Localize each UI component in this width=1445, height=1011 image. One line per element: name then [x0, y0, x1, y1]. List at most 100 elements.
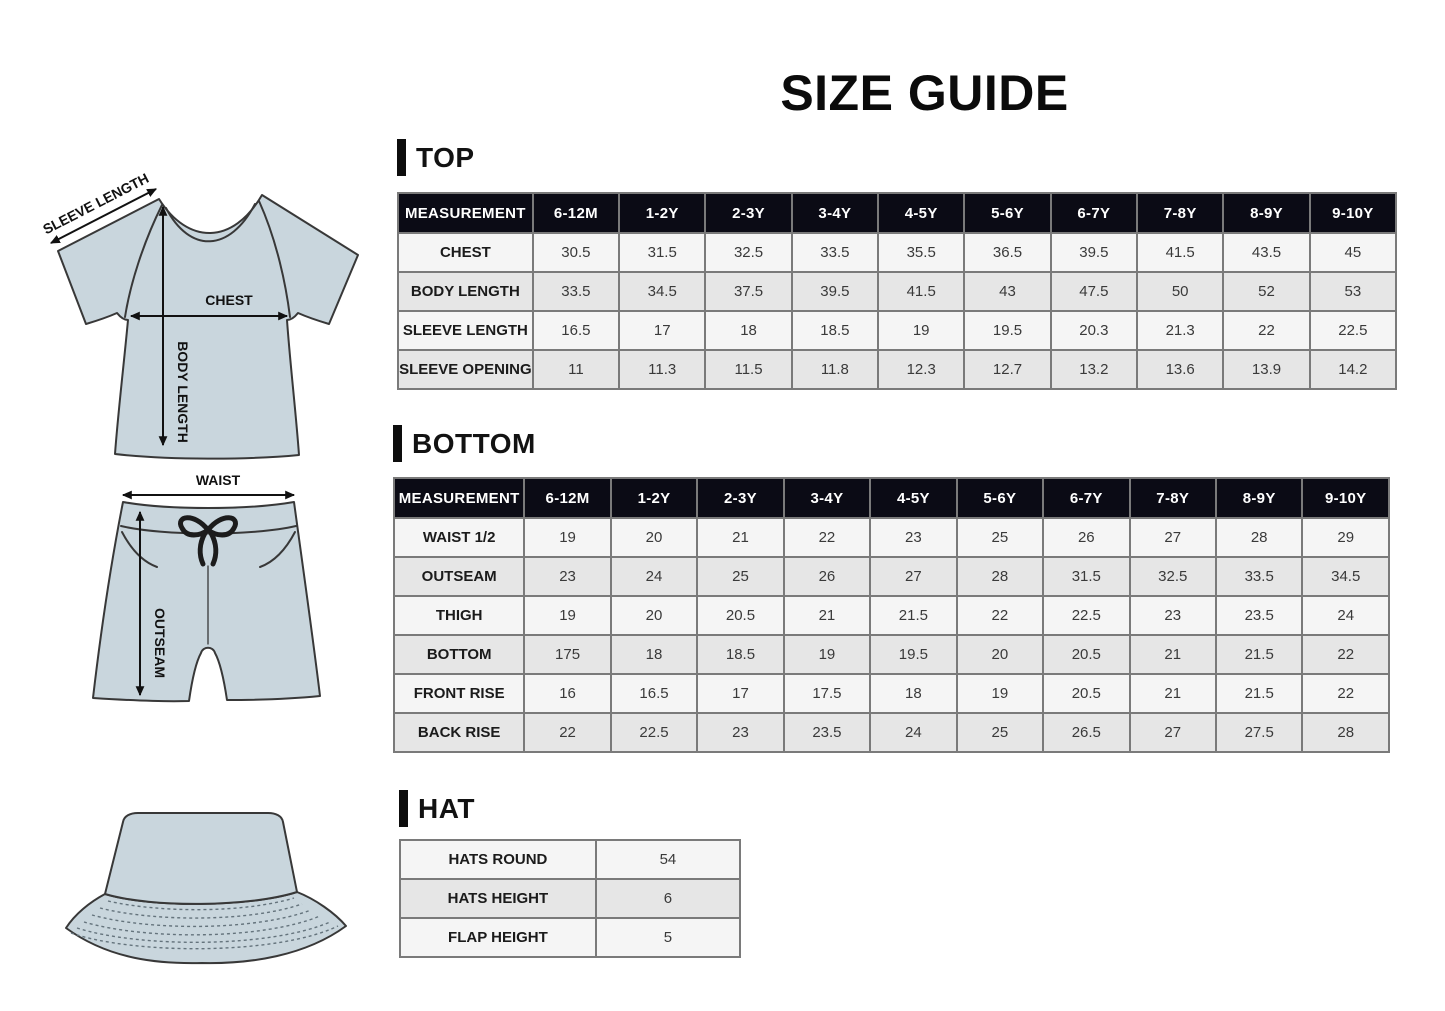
size-column-header: 5-6Y [955, 477, 1045, 519]
measurement-label-cell: SLEEVE LENGTH [397, 310, 534, 351]
size-column-header: 6-7Y [1049, 192, 1139, 234]
measurement-value-cell: 22 [1301, 634, 1390, 675]
measurement-value-cell: 22 [955, 595, 1045, 636]
measurement-value-cell: 31.5 [618, 232, 707, 273]
measurement-value-cell: 37.5 [704, 271, 793, 312]
section-title-hat: HAT [418, 792, 475, 824]
measurement-value-cell: 13.2 [1049, 349, 1139, 390]
size-column-header: 6-7Y [1042, 477, 1131, 519]
tshirt-body [57, 194, 359, 460]
measurement-label-cell: HATS ROUND [399, 839, 597, 880]
table-row: SLEEVE LENGTH 16.5 17 18 18.5 19 19.5 20.3 21.3 2… [397, 310, 1398, 351]
measurement-value-cell: 32.5 [1128, 556, 1217, 597]
shorts-body [92, 501, 321, 703]
table-row: OUTSEAM 23 24 25 26 27 28 31.5 32.5 33.5 34.5 [392, 556, 1390, 597]
measurement-value-cell: 20.5 [696, 595, 785, 636]
measurement-value-cell: 39.5 [1049, 232, 1139, 273]
measurement-value-cell: 11 [531, 349, 621, 390]
measurement-value-cell: 27 [869, 556, 958, 597]
measurement-value-cell: 13.6 [1136, 349, 1225, 390]
table-row: SLEEVE OPENING 11 11.3 11.5 11.8 12.3 12.7 13.2… [397, 349, 1398, 390]
measurement-value-cell: 30.5 [531, 232, 621, 273]
measurement-value-cell: 47.5 [1049, 271, 1139, 312]
measurement-value-cell: 29 [1301, 517, 1390, 558]
size-column-header: 6-12M [523, 477, 612, 519]
size-column-header: 5-6Y [963, 192, 1052, 234]
measurement-value-cell: 23 [1128, 595, 1217, 636]
measurement-value-cell: 21.5 [1214, 673, 1304, 714]
table-header-row: MEASUREMENT 6-12M 1-2Y 2-3Y 3-4Y 4-5Y 5-6Y 6-7Y… [397, 192, 1398, 234]
measurement-value-cell: 22 [1222, 310, 1311, 351]
section-bar [399, 790, 408, 827]
drawstring-bow [178, 515, 238, 567]
measurement-value-cell: 33.5 [790, 232, 880, 273]
measurement-label-cell: HATS HEIGHT [399, 878, 597, 919]
measurement-label-cell: WAIST 1/2 [392, 517, 526, 558]
measurement-label-cell: BOTTOM [392, 634, 526, 675]
measurement-value-cell: 24 [1301, 595, 1390, 636]
measurement-value-cell: 22.5 [1042, 595, 1131, 636]
measurement-value-cell: 23.5 [1214, 595, 1304, 636]
measurement-value-cell: 11.8 [790, 349, 880, 390]
measurement-label-cell: FRONT RISE [392, 673, 526, 714]
size-column-header: 9-10Y [1301, 477, 1390, 519]
measurement-value-cell: 25 [696, 556, 785, 597]
measurement-value-cell: 27 [1128, 712, 1217, 753]
measurement-value-cell: 11.5 [704, 349, 793, 390]
shorts-illustration: WAIST OUTSEAM [92, 472, 321, 703]
size-column-header: 6-12M [531, 192, 621, 234]
measurement-value-cell: 23 [523, 556, 612, 597]
measurement-value-cell: 20.5 [1042, 634, 1131, 675]
measurement-value-cell: 19.5 [963, 310, 1052, 351]
measurement-value-cell: 16 [523, 673, 612, 714]
measurement-value-cell: 28 [1301, 712, 1390, 753]
measurement-value-cell: 33.5 [531, 271, 621, 312]
measurement-value-cell: 12.7 [963, 349, 1052, 390]
tshirt-raglan-seam-right [258, 200, 291, 318]
size-column-header: 8-9Y [1214, 477, 1304, 519]
section-heading-top: TOP [397, 139, 475, 176]
waist-label: WAIST [196, 472, 241, 488]
measurement-value-cell: 19 [523, 595, 612, 636]
measurement-value-cell: 25 [955, 712, 1045, 753]
measurement-value-cell: 54 [594, 839, 742, 880]
measurement-value-cell: 21 [782, 595, 872, 636]
measurement-value-cell: 28 [955, 556, 1045, 597]
table-row: FRONT RISE 16 16.5 17 17.5 18 19 20.5 21 21.5 22 [392, 673, 1390, 714]
bottom-size-table: MEASUREMENT 6-12M 1-2Y 2-3Y 3-4Y 4-5Y 5-6Y 6-7Y… [392, 477, 1390, 753]
measurement-value-cell: 12.3 [877, 349, 966, 390]
size-column-header: 2-3Y [696, 477, 785, 519]
measurement-value-cell: 26.5 [1042, 712, 1131, 753]
table-row: HATS HEIGHT 6 [399, 878, 742, 919]
chest-label: CHEST [205, 292, 253, 308]
measurement-column-header: MEASUREMENT [397, 192, 534, 234]
hat-crown [104, 812, 298, 905]
measurement-value-cell: 11.3 [618, 349, 707, 390]
sleeve-length-arrow [50, 188, 157, 244]
measurement-value-cell: 16.5 [609, 673, 699, 714]
measurement-value-cell: 43.5 [1222, 232, 1311, 273]
size-column-header: 3-4Y [790, 192, 880, 234]
measurement-value-cell: 43 [963, 271, 1052, 312]
measurement-value-cell: 24 [869, 712, 958, 753]
measurement-value-cell: 21.3 [1136, 310, 1225, 351]
measurement-value-cell: 21 [1128, 634, 1217, 675]
measurement-value-cell: 18.5 [790, 310, 880, 351]
measurement-value-cell: 20.3 [1049, 310, 1139, 351]
measurement-value-cell: 25 [955, 517, 1045, 558]
measurement-label-cell: FLAP HEIGHT [399, 917, 597, 958]
measurement-value-cell: 21.5 [869, 595, 958, 636]
shorts-pocket-right [259, 531, 296, 568]
measurement-value-cell: 28 [1214, 517, 1304, 558]
table-row: BACK RISE 22 22.5 23 23.5 24 25 26.5 27 27.5 28 [392, 712, 1390, 753]
measurement-value-cell: 26 [782, 556, 872, 597]
size-column-header: 1-2Y [618, 192, 707, 234]
measurement-value-cell: 18 [609, 634, 699, 675]
measurement-label-cell: BODY LENGTH [397, 271, 534, 312]
measurement-value-cell: 17 [618, 310, 707, 351]
measurement-value-cell: 20 [609, 595, 699, 636]
size-column-header: 4-5Y [869, 477, 958, 519]
measurement-value-cell: 32.5 [704, 232, 793, 273]
measurement-value-cell: 19.5 [869, 634, 958, 675]
